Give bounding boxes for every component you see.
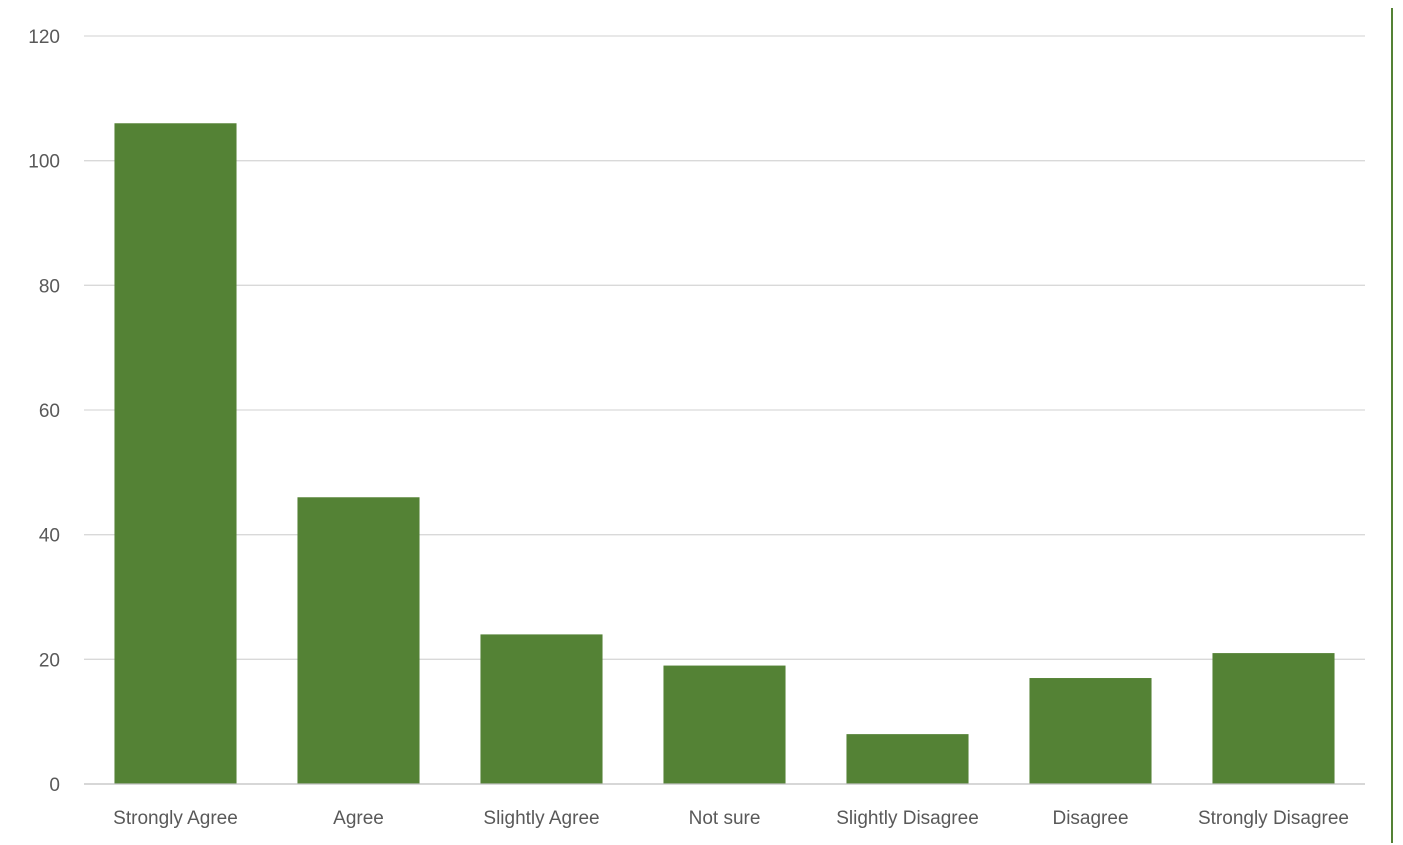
bar [846, 734, 969, 784]
bar [297, 497, 420, 784]
x-category-label: Slightly Disagree [836, 808, 979, 829]
y-tick-label: 120 [28, 27, 60, 48]
y-tick-label: 0 [49, 775, 60, 796]
x-category-label: Agree [333, 808, 384, 829]
bar [1212, 653, 1335, 784]
x-category-label: Disagree [1052, 808, 1128, 829]
chart-right-border [1391, 8, 1393, 843]
bar [480, 634, 603, 784]
gridlines [84, 35, 1365, 660]
x-category-label: Strongly Disagree [1198, 808, 1349, 829]
y-tick-label: 60 [39, 401, 60, 422]
bar [114, 123, 237, 785]
y-tick-label: 100 [28, 152, 60, 173]
x-category-label: Slightly Agree [483, 808, 599, 829]
x-axis-category-labels: Strongly Agree Agree Slightly Agree Not sur… [113, 808, 1349, 829]
bar [1029, 678, 1152, 784]
x-category-label: Strongly Agree [113, 808, 238, 829]
y-axis-tick-labels: 0 20 40 60 80 100 120 [28, 27, 60, 796]
bars [114, 123, 1335, 785]
y-tick-label: 20 [39, 650, 60, 671]
y-tick-label: 40 [39, 526, 60, 547]
bar [663, 665, 786, 784]
y-tick-label: 80 [39, 276, 60, 297]
x-category-label: Not sure [689, 808, 761, 829]
